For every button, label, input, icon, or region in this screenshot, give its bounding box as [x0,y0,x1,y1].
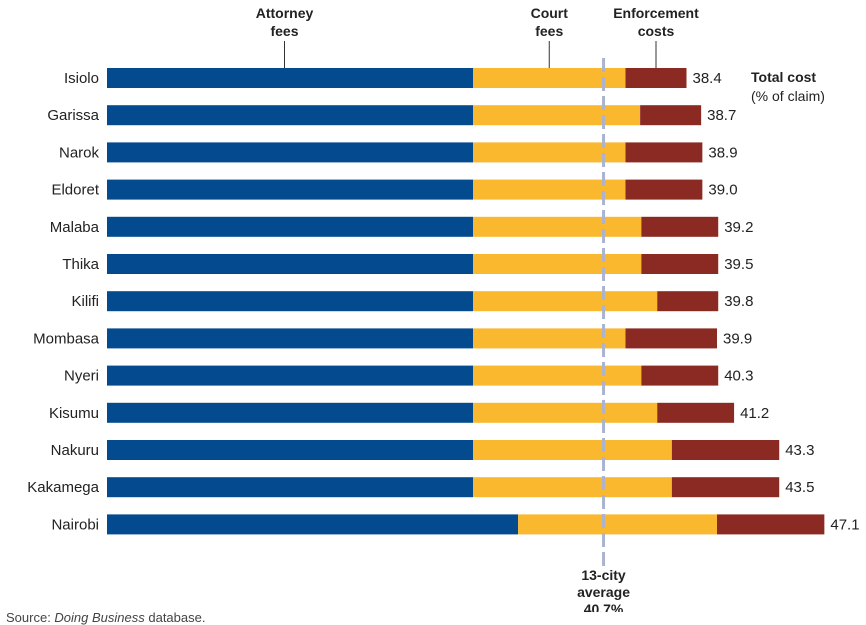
category-label: Isiolo [64,70,99,87]
legend-label-line1: Attorney [256,5,314,21]
total-value-label: 39.5 [724,256,753,273]
category-label: Thika [62,256,99,273]
total-cost-subtitle: (% of claim) [751,88,825,104]
bar-segment-enforcement [625,68,687,88]
total-cost-title: Total cost [751,69,816,85]
bar-segment-attorney [107,440,473,460]
legend-label-line1: Enforcement [613,5,699,21]
bar-segment-enforcement [625,179,703,200]
total-value-label: 41.2 [740,405,769,422]
bar-segment-court [518,514,717,535]
bar-segment-court [473,68,626,88]
total-value-label: 39.2 [724,219,753,236]
bar-segment-attorney [107,68,473,88]
category-label: Malaba [50,219,100,236]
total-value-label: 43.5 [785,479,814,496]
average-label: 40.7% [584,601,624,612]
total-value-label: 40.3 [724,368,753,385]
bar-segment-court [473,179,626,200]
stacked-bar-chart: Attorney fees Court fees Enforcement costs 13… [27,5,859,612]
bar-segment-attorney [107,365,473,386]
category-label: Mombasa [33,330,100,347]
category-label: Kisumu [49,405,99,422]
bar-segment-court [473,365,642,386]
category-label: Narok [59,144,100,161]
category-label: Eldoret [51,182,99,199]
bar-segment-attorney [107,179,473,200]
bar-segment-enforcement [657,402,735,423]
bar-segment-court [473,440,672,460]
category-label: Nairobi [51,516,99,533]
bar-segment-court [473,105,641,126]
bar-segment-enforcement [641,365,719,386]
source-italic: Doing Business [54,610,145,625]
bar-segment-attorney [107,105,473,126]
bar-segment-attorney [107,291,473,312]
bar-segment-court [473,142,626,163]
bar-segment-enforcement [625,328,717,349]
average-label: average [577,584,630,600]
total-value-label: 38.7 [707,107,736,124]
total-value-label: 39.0 [708,182,737,199]
total-value-label: 43.3 [785,442,814,459]
category-label: Kilifi [71,293,99,310]
bar-segment-court [473,254,642,274]
bar-segment-enforcement [640,105,702,126]
total-value-label: 38.9 [708,144,737,161]
bar-segment-court [473,477,672,498]
total-value-label: 47.1 [830,516,859,533]
bar-segment-court [473,328,626,349]
average-label: 13-city [581,567,626,583]
bar-segment-enforcement [641,254,719,274]
source-prefix: Source: [6,610,55,625]
legend-label-line2: fees [535,23,563,39]
legend-label-line1: Court [531,5,569,21]
legend-layer: Attorney fees Court fees Enforcement costs [256,5,699,68]
bar-segment-attorney [107,328,473,349]
total-value-label: 38.4 [693,70,722,87]
source-note: Source: Doing Business database. [6,610,205,625]
bars-layer [107,68,825,535]
category-label: Nyeri [64,368,99,385]
bar-segment-enforcement [641,216,719,237]
labels-layer: Isiolo 38.4 Garissa 38.7 Narok 38.9 Eldoret 39.… [27,69,859,533]
bar-segment-attorney [107,216,473,237]
legend-label-line2: costs [638,23,675,39]
bar-segment-court [473,291,658,312]
bar-segment-enforcement [657,291,719,312]
bar-segment-court [473,216,642,237]
bar-segment-court [473,402,658,423]
source-suffix: database. [144,610,206,625]
bar-segment-enforcement [717,514,825,535]
category-label: Nakuru [51,442,99,459]
total-value-label: 39.8 [724,293,753,310]
bar-segment-attorney [107,142,473,163]
legend-label-line2: fees [270,23,298,39]
bar-segment-enforcement [671,440,780,460]
bar-segment-attorney [107,514,519,535]
bar-segment-attorney [107,402,473,423]
category-label: Garissa [47,107,99,124]
category-label: Kakamega [27,479,99,496]
bar-segment-attorney [107,254,473,274]
bar-segment-attorney [107,477,473,498]
bar-segment-enforcement [625,142,703,163]
bar-segment-enforcement [671,477,780,498]
total-value-label: 39.9 [723,330,752,347]
